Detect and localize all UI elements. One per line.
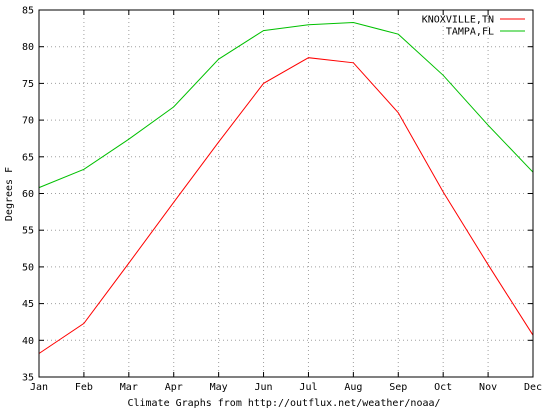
- y-axis: 35 40 45 50 55 60 65 70 75 80 85: [22, 6, 533, 384]
- y-tick-label: 35: [22, 373, 34, 384]
- legend-label-0: KNOXVILLE,TN: [422, 15, 494, 26]
- x-tick-label: Mar: [120, 382, 138, 393]
- x-axis: Jan Feb Mar Apr May Jun Jul Aug Sep Oct Nov Dec: [30, 10, 542, 393]
- y-tick-label: 55: [22, 226, 34, 237]
- y-tick-label: 85: [22, 6, 34, 17]
- y-axis-title: Degrees F: [4, 167, 15, 221]
- x-tick-label: Nov: [479, 382, 497, 393]
- plot-frame: [38, 9, 534, 378]
- x-tick-label: Jun: [255, 382, 273, 393]
- y-tick-label: 60: [22, 189, 34, 200]
- x-tick-label: Sep: [389, 382, 407, 393]
- y-tick-label: 75: [22, 79, 34, 90]
- x-tick-label: May: [210, 382, 228, 393]
- series-lines: [38, 21, 534, 354]
- y-tick-label: 50: [22, 262, 34, 273]
- x-tick-label: Aug: [344, 382, 362, 393]
- y-tick-label: 65: [22, 152, 34, 163]
- legend-label-1: TAMPA,FL: [446, 27, 494, 38]
- grid: [39, 10, 533, 377]
- x-tick-label: Jan: [30, 382, 48, 393]
- y-tick-label: 40: [22, 336, 34, 347]
- y-tick-label: 45: [22, 299, 34, 310]
- x-tick-label: Apr: [165, 382, 183, 393]
- y-tick-label: 80: [22, 42, 34, 53]
- x-tick-label: Jul: [299, 382, 317, 393]
- x-tick-label: Oct: [434, 382, 452, 393]
- y-tick-label: 70: [22, 116, 34, 127]
- series-line-0: [38, 57, 534, 354]
- x-axis-title: Climate Graphs from http://outflux.net/w…: [127, 398, 440, 409]
- x-tick-label: Feb: [75, 382, 93, 393]
- x-tick-label: Dec: [524, 382, 542, 393]
- series-line-1: [38, 21, 534, 189]
